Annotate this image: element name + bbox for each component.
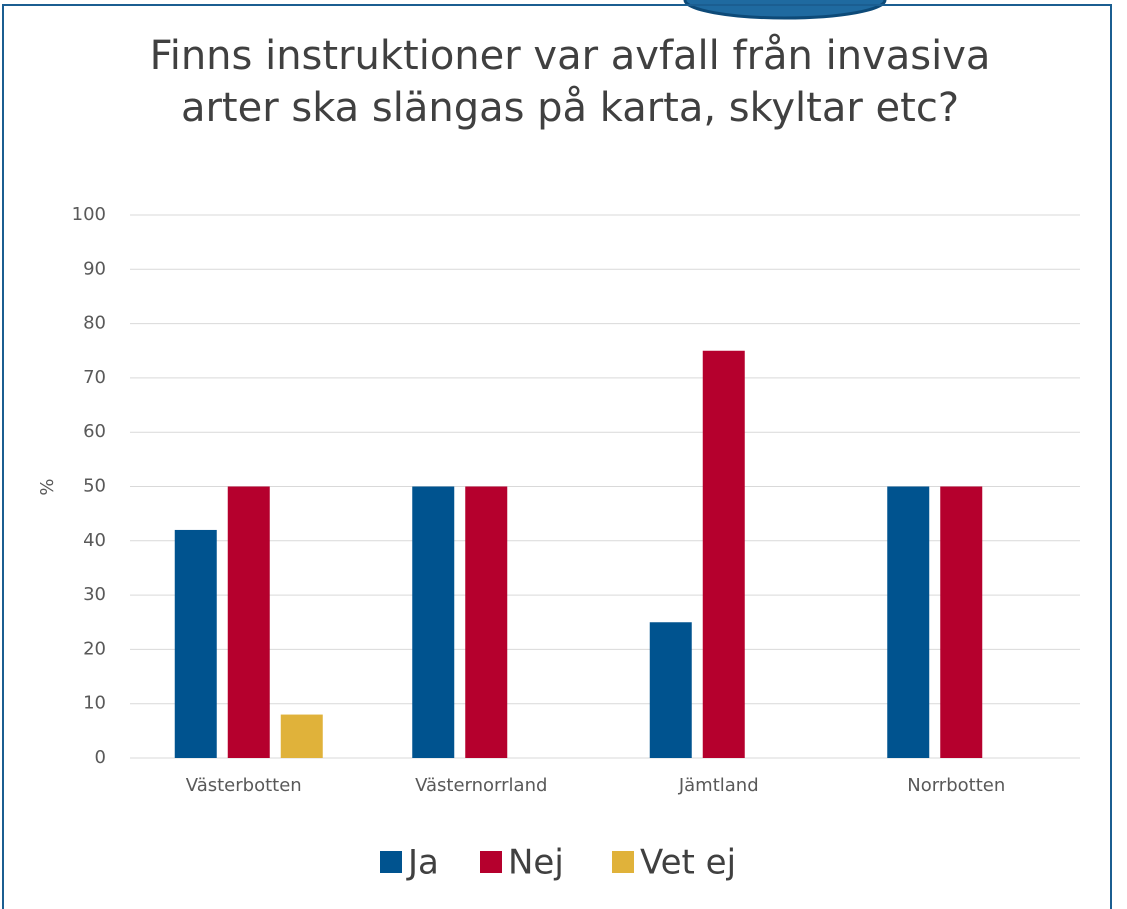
chart-title: Finns instruktioner var avfall från inva… (149, 33, 991, 131)
bar (227, 486, 270, 758)
bar (940, 486, 983, 758)
bar (465, 486, 508, 758)
frame (2, 4, 1112, 909)
y-tick-label: 20 (83, 638, 106, 659)
legend-swatch (480, 851, 502, 873)
y-tick-label: 40 (83, 530, 106, 551)
y-tick-label: 50 (83, 476, 106, 497)
legend-label: Ja (406, 843, 439, 883)
y-axis-label: % (37, 478, 58, 495)
y-tick-label: 90 (83, 258, 106, 279)
bar (649, 622, 692, 758)
legend-swatch (380, 851, 402, 873)
bar (887, 486, 930, 758)
y-tick-label: 80 (83, 313, 106, 334)
y-tick-label: 0 (95, 747, 106, 768)
legend-label: Nej (508, 843, 564, 883)
bar (702, 350, 745, 758)
legend-label: Vet ej (640, 843, 736, 883)
x-tick-label: Norrbotten (907, 775, 1005, 796)
x-tick-label: Västernorrland (415, 775, 547, 796)
decoration (683, 0, 887, 20)
x-tick-label: Västerbotten (186, 775, 302, 796)
y-tick-label: 10 (83, 693, 106, 714)
legend-swatch (612, 851, 634, 873)
x-tick-label: Jämtland (678, 775, 759, 796)
y-tick-label: 30 (83, 584, 106, 605)
bar (174, 529, 217, 758)
bar (412, 486, 455, 758)
y-tick-label: 60 (83, 421, 106, 442)
bar (280, 714, 323, 758)
y-tick-label: 70 (83, 367, 106, 388)
y-tick-label: 100 (72, 204, 106, 225)
